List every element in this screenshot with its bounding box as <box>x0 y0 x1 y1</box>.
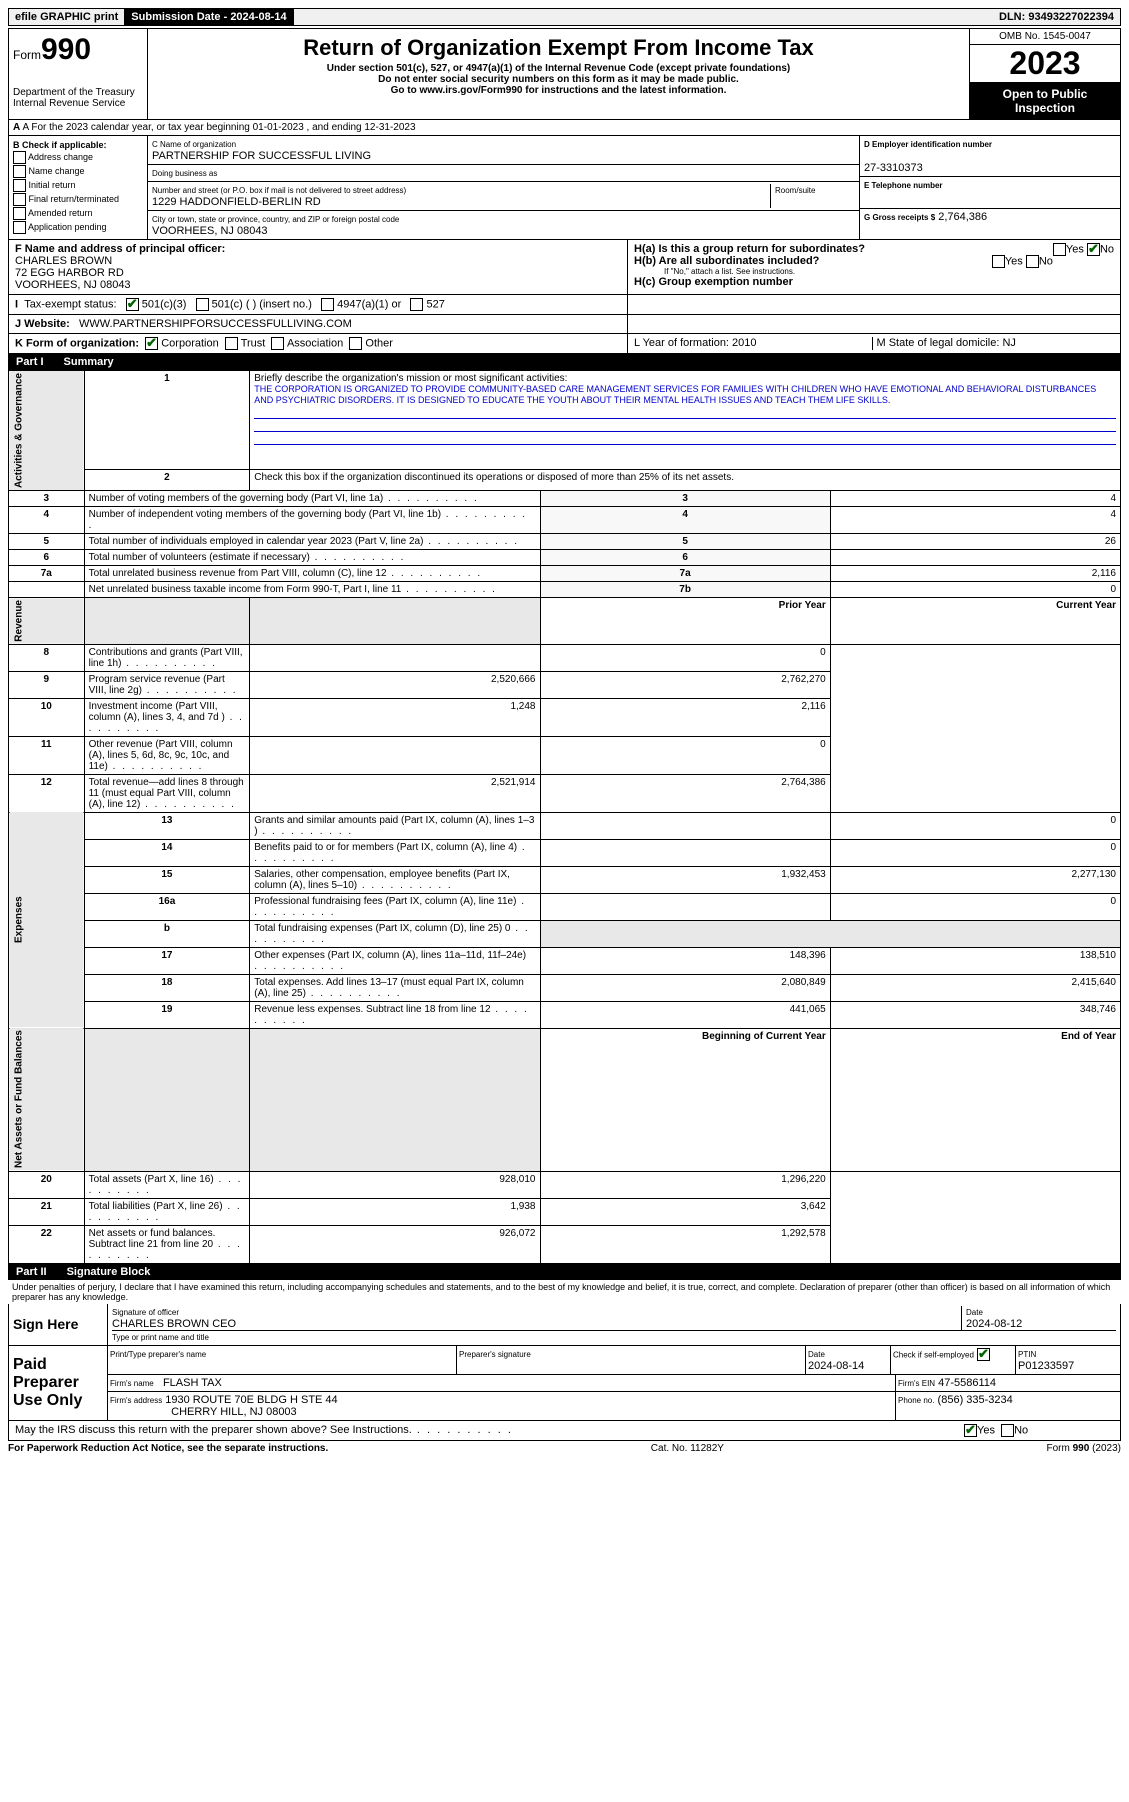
form-title: Return of Organization Exempt From Incom… <box>152 35 965 61</box>
discuss-row: May the IRS discuss this return with the… <box>8 1421 1121 1441</box>
row-i-tax-status: I Tax-exempt status: 501(c)(3) 501(c) ( … <box>8 295 1121 315</box>
omb-number: OMB No. 1545-0047 <box>970 29 1120 45</box>
open-public: Open to Public Inspection <box>970 83 1120 119</box>
ein: 27-3310373 <box>864 162 923 174</box>
corp-checkbox[interactable] <box>145 337 158 350</box>
side-expenses: Expenses <box>9 812 85 1028</box>
summary-row: Expenses13Grants and similar amounts pai… <box>9 812 1121 839</box>
summary-row: Net unrelated business taxable income fr… <box>9 582 1121 598</box>
org-city: VOORHEES, NJ 08043 <box>152 225 268 237</box>
efile-label[interactable]: efile GRAPHIC print <box>9 9 125 25</box>
mission-text: THE CORPORATION IS ORGANIZED TO PROVIDE … <box>254 384 1096 405</box>
summary-table: Activities & Governance 1 Briefly descri… <box>8 370 1121 1264</box>
row-a-tax-year: A A For the 2023 calendar year, or tax y… <box>8 120 1121 136</box>
col-b-checkboxes: B Check if applicable: Address change Na… <box>9 136 148 239</box>
submission-date: Submission Date - 2024-08-14 <box>125 9 293 25</box>
hb-yes-checkbox[interactable] <box>992 255 1005 268</box>
summary-row: 15Salaries, other compensation, employee… <box>9 866 1121 893</box>
discuss-yes-checkbox[interactable] <box>964 1424 977 1437</box>
subtitle-2: Do not enter social security numbers on … <box>152 74 965 85</box>
form-header: Form990 Department of the Treasury Inter… <box>8 28 1121 120</box>
part1-header: Part I Summary <box>8 354 1121 370</box>
discuss-no-checkbox[interactable] <box>1001 1424 1014 1437</box>
self-employed-checkbox[interactable] <box>977 1348 990 1361</box>
summary-row: 20Total assets (Part X, line 16)928,0101… <box>9 1171 1121 1198</box>
info-block: B Check if applicable: Address change Na… <box>8 136 1121 240</box>
summary-row: 21Total liabilities (Part X, line 26)1,9… <box>9 1198 1121 1225</box>
summary-row: 9Program service revenue (Part VIII, lin… <box>9 671 1121 698</box>
4947-checkbox[interactable] <box>321 298 334 311</box>
hb-no-checkbox[interactable] <box>1026 255 1039 268</box>
assoc-checkbox[interactable] <box>271 337 284 350</box>
501c3-checkbox[interactable] <box>126 298 139 311</box>
summary-row: 22Net assets or fund balances. Subtract … <box>9 1225 1121 1263</box>
website: WWW.PARTNERSHIPFORSUCCESSFULLIVING.COM <box>79 318 352 330</box>
summary-row: 17Other expenses (Part IX, column (A), l… <box>9 947 1121 974</box>
summary-row: 19Revenue less expenses. Subtract line 1… <box>9 1001 1121 1028</box>
summary-row: 16aProfessional fundraising fees (Part I… <box>9 893 1121 920</box>
sign-here-label: Sign Here <box>9 1304 108 1345</box>
org-name: PARTNERSHIP FOR SUCCESSFUL LIVING <box>152 150 371 162</box>
side-governance: Activities & Governance <box>9 371 85 491</box>
501c-checkbox[interactable] <box>196 298 209 311</box>
other-checkbox[interactable] <box>349 337 362 350</box>
527-checkbox[interactable] <box>410 298 423 311</box>
colb-option[interactable]: Initial return <box>13 179 143 192</box>
ha-no-checkbox[interactable] <box>1087 243 1100 256</box>
subtitle-3: Go to www.irs.gov/Form990 for instructio… <box>152 85 965 96</box>
summary-row: 14Benefits paid to or for members (Part … <box>9 839 1121 866</box>
form-number: Form990 <box>13 33 143 67</box>
colb-option[interactable]: Application pending <box>13 221 143 234</box>
dln: DLN: 93493227022394 <box>993 9 1120 25</box>
row-f-h: F Name and address of principal officer:… <box>8 240 1121 295</box>
part2-header: Part II Signature Block <box>8 1264 1121 1280</box>
colb-option[interactable]: Final return/terminated <box>13 193 143 206</box>
summary-row: 12Total revenue—add lines 8 through 11 (… <box>9 774 1121 812</box>
summary-row: 4Number of independent voting members of… <box>9 507 1121 534</box>
signature-block: Sign Here Signature of officerCHARLES BR… <box>8 1304 1121 1421</box>
side-net: Net Assets or Fund Balances <box>9 1028 85 1171</box>
col-d-ein: D Employer identification number 27-3310… <box>859 136 1120 239</box>
colb-option[interactable]: Amended return <box>13 207 143 220</box>
row-j-website: J Website: WWW.PARTNERSHIPFORSUCCESSFULL… <box>8 315 1121 334</box>
summary-row: 10Investment income (Part VIII, column (… <box>9 698 1121 736</box>
summary-row: bTotal fundraising expenses (Part IX, co… <box>9 920 1121 947</box>
summary-row: 18Total expenses. Add lines 13–17 (must … <box>9 974 1121 1001</box>
summary-row: 8Contributions and grants (Part VIII, li… <box>9 644 1121 671</box>
subtitle-1: Under section 501(c), 527, or 4947(a)(1)… <box>152 63 965 74</box>
paid-preparer-label: Paid Preparer Use Only <box>9 1346 108 1420</box>
summary-row: 3Number of voting members of the governi… <box>9 491 1121 507</box>
colb-option[interactable]: Address change <box>13 151 143 164</box>
colb-option[interactable]: Name change <box>13 165 143 178</box>
top-bar: efile GRAPHIC print Submission Date - 20… <box>8 8 1121 26</box>
summary-row: 5Total number of individuals employed in… <box>9 534 1121 550</box>
footer: For Paperwork Reduction Act Notice, see … <box>8 1441 1121 1456</box>
row-k-l-m: K Form of organization: Corporation Trus… <box>8 334 1121 354</box>
side-revenue: Revenue <box>9 598 85 645</box>
gross-receipts: 2,764,386 <box>938 211 987 223</box>
tax-year: 2023 <box>970 45 1120 83</box>
ha-yes-checkbox[interactable] <box>1053 243 1066 256</box>
trust-checkbox[interactable] <box>225 337 238 350</box>
perjury-text: Under penalties of perjury, I declare th… <box>8 1280 1121 1304</box>
summary-row: 6Total number of volunteers (estimate if… <box>9 550 1121 566</box>
department: Department of the Treasury Internal Reve… <box>13 87 143 109</box>
col-c-org: C Name of organization PARTNERSHIP FOR S… <box>148 136 859 239</box>
summary-row: 11Other revenue (Part VIII, column (A), … <box>9 736 1121 774</box>
summary-row: 7aTotal unrelated business revenue from … <box>9 566 1121 582</box>
org-address: 1229 HADDONFIELD-BERLIN RD <box>152 196 321 208</box>
